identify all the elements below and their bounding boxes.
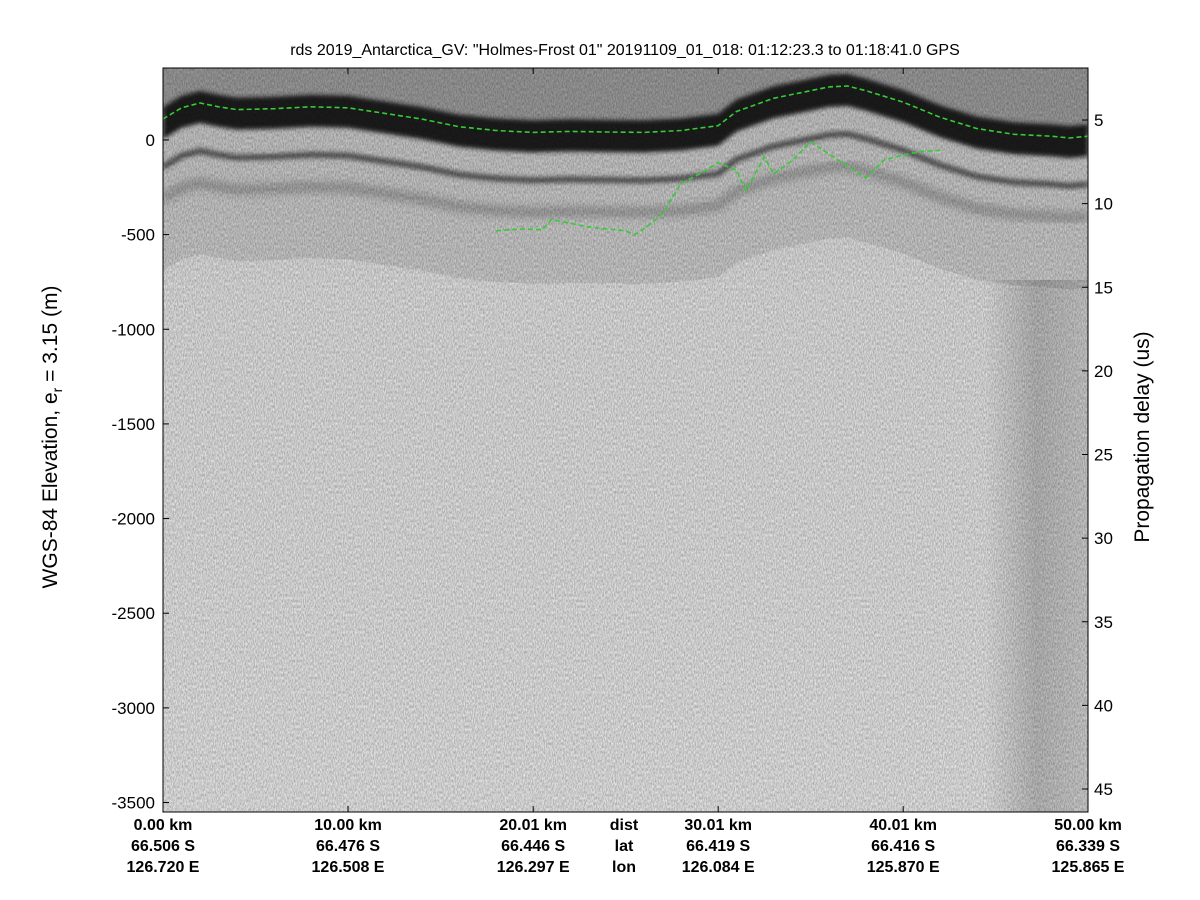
x-label-column: 30.01 km 66.419 S 126.084 E [682,815,755,878]
x-row-label: lat [614,838,634,855]
chart-title: rds 2019_Antarctica_GV: "Holmes-Frost 01… [290,42,960,59]
right-tick-label: 15 [1094,278,1113,297]
x-label-column: 20.01 km 66.446 S 126.297 E [497,815,570,878]
right-tick-label: 40 [1094,696,1113,715]
left-tick-label: -3000 [112,699,155,718]
right-tick-label: 20 [1094,362,1113,381]
x-row-labels: dist lat lon [610,815,638,878]
x-label-dist: 30.01 km [684,817,752,834]
x-label-lat: 66.339 S [1055,838,1121,855]
right-tick-label: 5 [1094,111,1103,130]
x-label-column: 0.00 km 66.506 S 126.720 E [127,815,200,878]
left-axis: 0 -500 -1000 -1500 -2000 -2500 -3000 -3500 [112,131,169,813]
right-tick-label: 25 [1094,446,1113,465]
x-label-lat: 66.476 S [315,838,381,855]
left-tick-label: -2500 [112,604,155,623]
right-axis: 5 10 15 20 25 30 35 40 45 [1082,111,1113,799]
right-tick-label: 35 [1094,613,1113,632]
x-label-dist: 40.01 km [869,817,937,834]
x-label-lat: 66.419 S [686,838,751,855]
x-label-lon: 126.084 E [681,859,755,876]
x-label-lon: 126.297 E [496,859,570,876]
left-tick-label: -1500 [112,415,155,434]
x-row-label: dist [609,817,639,834]
x-label-lat: 66.506 S [130,838,196,855]
x-label-column: 40.01 km 66.416 S 125.870 E [867,815,940,878]
x-label-lon: 125.870 E [866,859,940,876]
x-label-lon: 126.508 E [311,859,385,876]
x-label-dist: 20.01 km [499,817,567,834]
surface-pick-line [163,85,1088,139]
x-row-label: lon [611,859,636,876]
plot-frame [162,67,1089,813]
radar-image [163,68,1088,812]
right-tick-label: 30 [1094,529,1113,548]
left-tick-label: -2000 [112,510,155,529]
left-tick-label: -3500 [112,794,155,813]
x-label-dist: 10.00 km [314,817,382,834]
bottom-axis [162,68,1089,812]
x-label-column: 10.00 km 66.476 S 126.508 E [312,815,385,878]
x-label-lon: 125.865 E [1051,859,1125,876]
x-label-lon: 126.720 E [126,859,200,876]
x-label-dist: 50.00 km [1054,817,1122,834]
x-label-lat: 66.416 S [871,838,936,855]
x-label-column: 50.00 km 66.339 S 125.865 E [1052,815,1125,878]
x-label-lat: 66.446 S [501,838,566,855]
left-tick-label: -1000 [112,320,155,339]
right-tick-label: 45 [1094,780,1113,799]
left-tick-label: -500 [121,226,155,245]
bottom-pick-line [495,140,941,236]
right-tick-label: 10 [1094,195,1113,214]
layer-picks [163,85,1088,236]
x-label-dist: 0.00 km [133,817,193,834]
left-tick-label: 0 [146,131,155,150]
